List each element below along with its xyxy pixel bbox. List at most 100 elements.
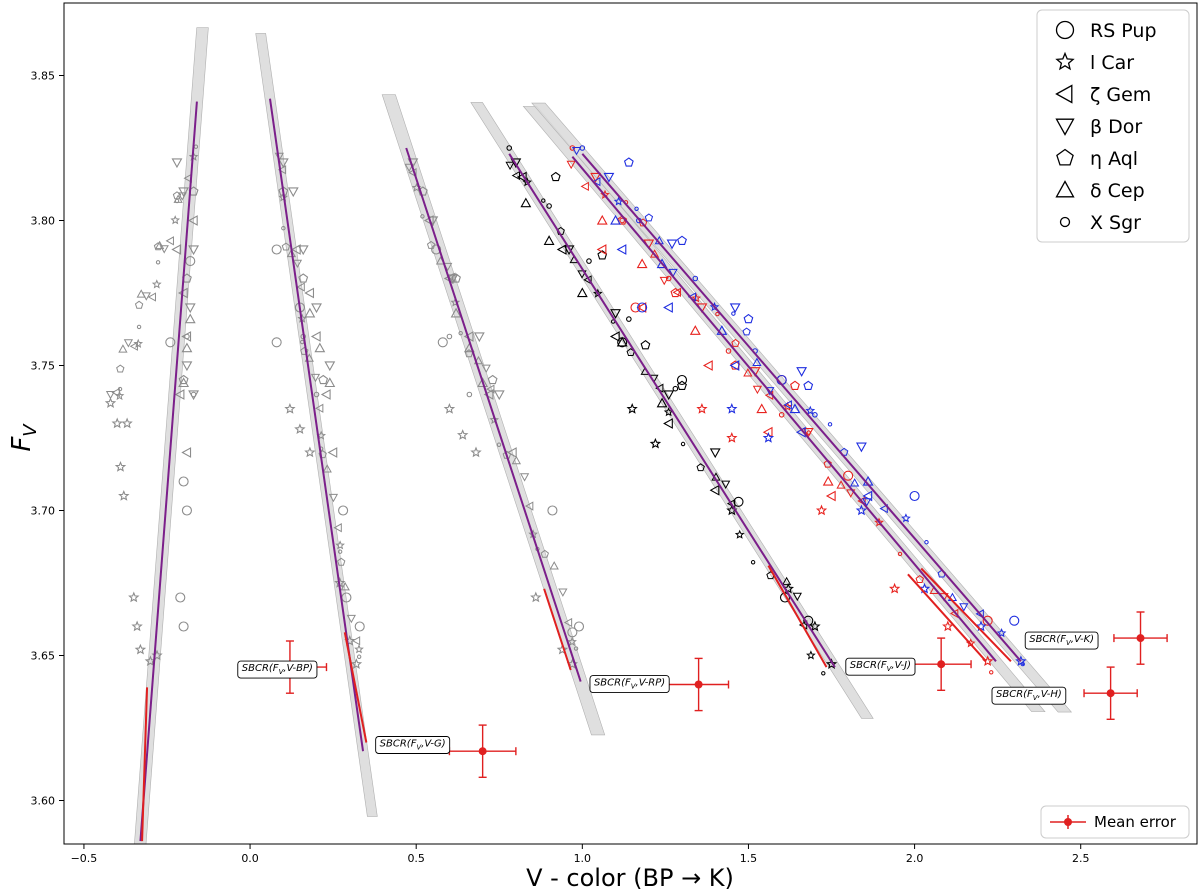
data-point bbox=[296, 282, 305, 292]
data-point bbox=[726, 403, 738, 414]
data-point bbox=[897, 551, 903, 557]
data-point bbox=[576, 287, 588, 298]
data-point bbox=[111, 417, 123, 429]
data-point bbox=[918, 582, 931, 594]
x-tick-label: 2.0 bbox=[906, 852, 924, 865]
data-point bbox=[663, 418, 673, 429]
legend-error-label: Mean error bbox=[1094, 813, 1177, 831]
x-tick-label: 0.0 bbox=[241, 852, 259, 865]
data-point bbox=[889, 582, 901, 594]
data-point bbox=[656, 258, 668, 269]
data-point bbox=[640, 340, 651, 350]
data-point bbox=[862, 498, 872, 507]
data-point bbox=[975, 609, 984, 619]
data-point bbox=[134, 643, 147, 655]
data-point bbox=[489, 414, 500, 425]
y-axis-ticks: 3.60 3.65 3.70 3.75 3.80 3.85 bbox=[31, 70, 64, 808]
data-point bbox=[483, 389, 494, 400]
data-point bbox=[630, 302, 641, 313]
data-point bbox=[178, 621, 189, 632]
data-point bbox=[665, 275, 672, 282]
legend-marker bbox=[1059, 216, 1071, 228]
data-point bbox=[663, 390, 675, 401]
data-point bbox=[849, 478, 860, 487]
data-point bbox=[840, 447, 849, 456]
data-point bbox=[431, 244, 442, 255]
data-point bbox=[171, 158, 183, 169]
data-point bbox=[567, 627, 578, 638]
data-point bbox=[592, 288, 603, 298]
data-point bbox=[691, 293, 702, 303]
data-point bbox=[493, 390, 505, 401]
x-axis-title: V - color (BP → K) bbox=[526, 864, 734, 892]
data-point bbox=[281, 225, 286, 231]
data-point bbox=[165, 337, 176, 348]
relation-label: SBCR(FV,V-BP) bbox=[237, 660, 318, 679]
data-point bbox=[451, 273, 461, 283]
y-axis-title-main: F bbox=[7, 436, 37, 452]
x-tick-label: −0.5 bbox=[71, 852, 98, 865]
data-point bbox=[351, 636, 361, 646]
data-point bbox=[473, 332, 485, 343]
relation-label-text: SBCR(FV,V-J) bbox=[850, 660, 911, 673]
relation-label-main: SBCR(F bbox=[850, 660, 887, 671]
data-point bbox=[437, 337, 448, 348]
y-tick-label: 3.65 bbox=[31, 650, 56, 663]
data-point bbox=[855, 442, 867, 453]
data-point bbox=[530, 591, 542, 603]
data-point bbox=[750, 560, 756, 565]
data-point bbox=[174, 389, 185, 400]
data-point bbox=[989, 670, 994, 675]
data-point bbox=[184, 303, 196, 314]
data-point bbox=[322, 464, 332, 473]
plot-frame bbox=[63, 2, 1198, 845]
bias-line bbox=[141, 687, 149, 842]
data-point bbox=[636, 258, 648, 269]
data-point bbox=[580, 181, 589, 192]
data-point bbox=[271, 244, 282, 255]
data-point bbox=[298, 273, 309, 283]
relation-label-sub: V bbox=[631, 683, 637, 691]
data-point bbox=[729, 360, 740, 371]
data-point bbox=[752, 357, 762, 366]
relation-label-main: SBCR(F bbox=[380, 739, 417, 750]
data-point bbox=[333, 523, 342, 533]
relation-label-main: SBCR(F bbox=[1029, 634, 1066, 645]
data-point bbox=[346, 614, 356, 624]
x-tick-label: 1.5 bbox=[740, 852, 758, 865]
data-point bbox=[702, 360, 713, 371]
data-point bbox=[783, 400, 792, 410]
data-point bbox=[996, 627, 1007, 638]
relation-label-rest: ,V-J) bbox=[891, 660, 911, 671]
data-point bbox=[294, 423, 306, 435]
relation-labels: SBCR(FV,V-BP)SBCR(FV,V-G)SBCR(FV,V-RP)SB… bbox=[237, 631, 1099, 754]
data-point bbox=[617, 215, 628, 225]
relation-label-text: SBCR(FV,V-BP) bbox=[242, 663, 313, 676]
data-point bbox=[874, 517, 884, 527]
data-point bbox=[959, 603, 969, 612]
data-point bbox=[843, 470, 854, 481]
data-point bbox=[821, 671, 826, 676]
data-point bbox=[134, 300, 144, 309]
data-point bbox=[328, 493, 339, 503]
relation-label-main: SBCR(F bbox=[594, 678, 631, 689]
data-point bbox=[172, 191, 182, 200]
relation-label-box bbox=[237, 660, 318, 679]
data-point bbox=[567, 636, 577, 647]
data-point bbox=[616, 244, 627, 255]
relation-label-rest: ,V-BP) bbox=[283, 663, 313, 674]
data-point bbox=[596, 214, 608, 225]
data-point bbox=[105, 390, 116, 400]
data-point bbox=[610, 309, 621, 319]
data-point bbox=[789, 403, 801, 414]
data-point bbox=[314, 403, 324, 413]
data-point bbox=[616, 336, 628, 347]
data-point bbox=[672, 385, 679, 392]
data-point bbox=[121, 417, 133, 429]
data-point bbox=[546, 203, 552, 209]
data-point bbox=[496, 442, 502, 447]
data-point bbox=[677, 235, 687, 245]
data-point bbox=[924, 540, 929, 545]
data-point bbox=[634, 206, 639, 212]
data-point bbox=[426, 240, 436, 249]
